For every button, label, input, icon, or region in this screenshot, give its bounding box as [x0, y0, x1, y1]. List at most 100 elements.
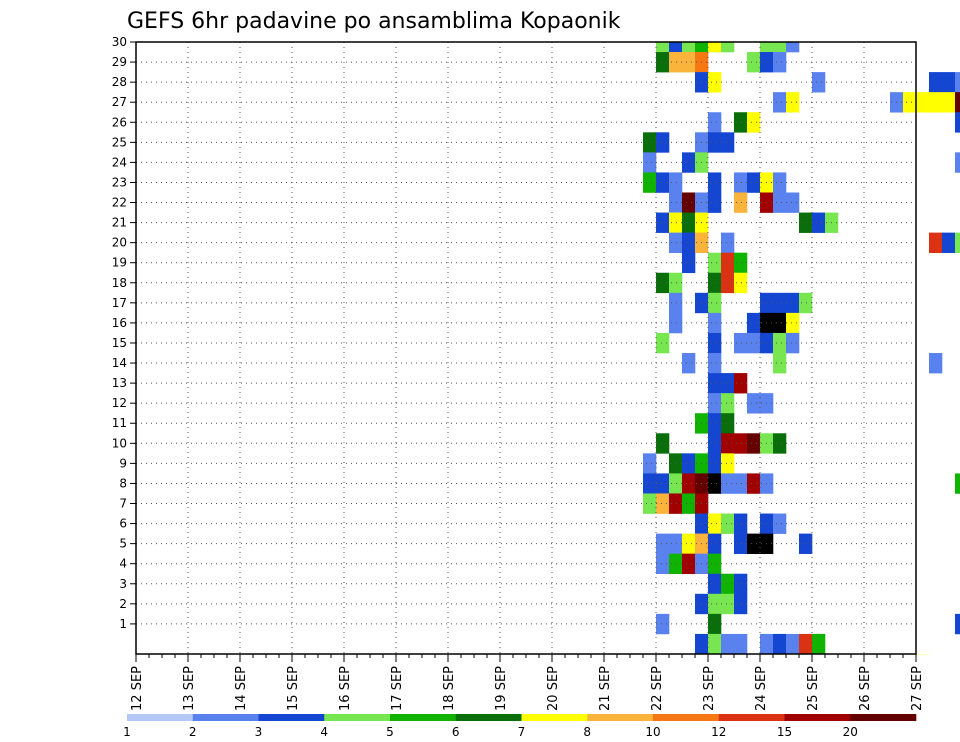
grid-lines — [136, 41, 916, 654]
heatmap-cell — [643, 172, 657, 193]
heatmap-cell — [942, 72, 956, 93]
heatmap-cell — [708, 533, 722, 554]
heatmap-cell — [734, 573, 748, 595]
y-tick-label: 28 — [112, 75, 127, 89]
colorbar-swatch — [324, 714, 391, 721]
heatmap-cell — [708, 453, 722, 474]
y-tick-label: 30 — [112, 35, 127, 49]
heatmap-cell — [734, 272, 748, 294]
heatmap-cell — [734, 332, 748, 354]
y-tick-label: 25 — [112, 135, 127, 149]
x-tick-label: 27 SEP — [910, 666, 925, 711]
y-tick-label: 29 — [112, 55, 127, 69]
heatmap-cell — [721, 132, 735, 153]
colorbar-swatch — [850, 714, 917, 721]
heatmap-cell — [708, 613, 722, 635]
heatmap-cell — [682, 52, 696, 73]
heatmap-cell — [812, 212, 826, 233]
y-tick-label: 14 — [112, 356, 127, 370]
heatmap-cell — [682, 212, 696, 233]
heatmap-cell — [786, 633, 800, 655]
heatmap-cell — [955, 473, 960, 494]
y-tick-label: 2 — [119, 597, 127, 611]
heatmap-cell — [682, 473, 696, 494]
x-tick-label: 14 SEP — [234, 666, 249, 711]
heatmap-cell — [786, 42, 800, 53]
colorbar-label: 2 — [189, 725, 197, 739]
y-tick-label: 8 — [119, 476, 127, 490]
heatmap-cell — [708, 292, 722, 314]
heatmap-cell — [708, 112, 722, 133]
y-tick-label: 5 — [119, 537, 127, 551]
colorbar-label: 20 — [843, 725, 858, 739]
x-tick-label: 23 SEP — [702, 666, 717, 711]
heatmap-cell — [721, 473, 735, 494]
heatmap-cell — [721, 413, 735, 434]
heatmap-cell — [656, 533, 670, 554]
heatmap-cell — [786, 332, 800, 354]
y-tick-label: 12 — [112, 396, 127, 410]
heatmap-cell — [786, 292, 800, 314]
heatmap-cell — [643, 132, 657, 153]
heatmap-cells — [643, 42, 960, 655]
heatmap-cell — [656, 212, 670, 233]
heatmap-cell — [734, 593, 748, 615]
x-tick-label: 17 SEP — [390, 666, 405, 711]
y-tick-label: 9 — [119, 456, 127, 470]
heatmap-cell — [656, 613, 670, 635]
colorbar-label: 10 — [645, 725, 660, 739]
heatmap-cell — [708, 192, 722, 213]
heatmap-cell — [812, 72, 826, 93]
heatmap-cell — [721, 593, 735, 615]
colorbar-swatch — [390, 714, 457, 721]
heatmap-cell — [773, 433, 787, 454]
heatmap-cell — [721, 232, 735, 253]
colorbar-label: 8 — [583, 725, 591, 739]
heatmap-cell — [708, 332, 722, 354]
y-tick-label: 19 — [112, 256, 127, 270]
heatmap-cell — [929, 353, 943, 374]
heatmap-cell — [656, 52, 670, 73]
colorbar-swatch — [784, 714, 851, 721]
heatmap-cell — [708, 433, 722, 454]
heatmap-cell — [734, 112, 748, 133]
heatmap-cell — [786, 92, 800, 113]
heatmap-cell — [721, 252, 735, 274]
heatmap-cell — [799, 533, 813, 554]
heatmap-cell — [682, 353, 696, 374]
heatmap-cell — [721, 373, 735, 394]
x-tick-label: 22 SEP — [650, 666, 665, 711]
colorbar-swatch — [718, 714, 785, 721]
colorbar-swatch — [127, 714, 194, 721]
colorbar-label: 3 — [255, 725, 263, 739]
colorbar-label: 12 — [711, 725, 726, 739]
heatmap-cell — [747, 52, 761, 73]
heatmap-cell — [682, 533, 696, 554]
heatmap-cell — [955, 112, 960, 133]
heatmap-cell — [734, 252, 748, 274]
x-tick-label: 16 SEP — [338, 666, 353, 711]
heatmap-cell — [682, 553, 696, 575]
heatmap-cell — [708, 252, 722, 274]
heatmap-cell — [708, 633, 722, 655]
heatmap-cell — [643, 493, 657, 514]
heatmap-cell — [669, 172, 683, 193]
heatmap-cell — [942, 232, 956, 253]
heatmap-cell — [669, 553, 683, 575]
heatmap-cell — [799, 292, 813, 314]
heatmap-cell — [708, 353, 722, 374]
y-tick-label: 21 — [112, 216, 127, 230]
y-tick-label: 3 — [119, 577, 127, 591]
heatmap-cell — [708, 553, 722, 575]
heatmap-cell — [669, 453, 683, 474]
colorbar-label: 1 — [123, 725, 131, 739]
heatmap-cell — [656, 332, 670, 354]
heatmap-cell — [955, 232, 960, 253]
colorbar-swatch — [455, 714, 522, 721]
y-tick-label: 20 — [112, 236, 127, 250]
heatmap-cell — [669, 473, 683, 494]
x-tick-label: 20 SEP — [546, 666, 561, 711]
x-tick-label: 25 SEP — [806, 666, 821, 711]
heatmap-cell — [682, 152, 696, 173]
colorbar-swatch — [192, 714, 259, 721]
